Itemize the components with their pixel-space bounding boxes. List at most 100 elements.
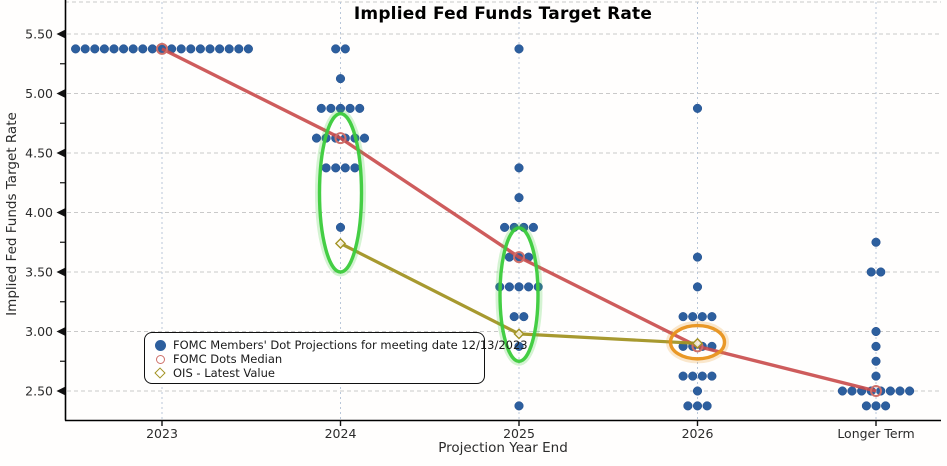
y-tick-label: 3.50 xyxy=(25,265,53,280)
fomc-dot xyxy=(514,282,524,292)
fomc-dot xyxy=(340,44,350,54)
fomc-dot xyxy=(837,386,847,396)
y-tick-arrow xyxy=(56,29,65,39)
fomc-dot xyxy=(321,163,331,173)
fomc-dot-swatch-icon xyxy=(153,339,167,351)
fomc-dot xyxy=(99,44,109,54)
fomc-dot xyxy=(692,252,703,262)
fomc-dot xyxy=(692,282,703,292)
fomc-dot xyxy=(514,341,524,351)
legend: FOMC Members' Dot Projections for meetin… xyxy=(144,332,528,384)
fomc-dot xyxy=(331,163,341,173)
fomc-dot xyxy=(176,44,186,54)
fomc-dot xyxy=(109,44,119,54)
ois-diamond xyxy=(691,337,704,349)
fomc-dot xyxy=(697,312,707,322)
legend-item-ois: OIS - Latest Value xyxy=(153,366,478,380)
fomc-dot xyxy=(871,371,881,381)
fomc-dot xyxy=(311,133,322,143)
y-tick-arrow xyxy=(56,327,65,336)
fomc-dot xyxy=(524,282,534,292)
median-ring xyxy=(334,132,347,145)
fomc-dot xyxy=(500,222,510,232)
legend-label-fomc-dots: FOMC Members' Dot Projections for meetin… xyxy=(173,338,528,352)
y-tick-label: 5.50 xyxy=(25,27,53,42)
fomc-dot xyxy=(514,401,524,411)
fomc-dot xyxy=(335,222,346,232)
legend-label-ois: OIS - Latest Value xyxy=(173,366,275,380)
fomc-dot xyxy=(697,371,707,381)
fomc-dot xyxy=(345,103,355,113)
y-axis-label: Implied Fed Funds Target Rate xyxy=(4,112,20,316)
y-tick-arrow xyxy=(56,89,65,98)
fomc-dot xyxy=(885,386,895,396)
fomc-dot xyxy=(350,163,360,173)
fomc-dot xyxy=(326,103,336,113)
median-ring xyxy=(870,385,882,397)
fomc-dot xyxy=(243,44,253,54)
fomc-dot xyxy=(186,44,196,54)
y-tick-label: 2.50 xyxy=(25,384,53,399)
y-tick-label: 4.50 xyxy=(25,146,53,161)
legend-item-median: FOMC Dots Median xyxy=(153,352,478,366)
y-tick-arrow xyxy=(56,208,65,217)
median-ring-swatch-icon xyxy=(153,354,167,364)
fomc-dot xyxy=(71,44,81,54)
fomc-dot xyxy=(509,312,519,322)
fomc-dot xyxy=(692,386,703,396)
highlight-ellipse xyxy=(498,226,540,363)
fomc-dot xyxy=(871,401,881,411)
fomc-dot xyxy=(688,312,698,322)
fomc-dot xyxy=(678,371,688,381)
fomc-dot xyxy=(707,371,717,381)
fomc-dot xyxy=(316,103,326,113)
fomc-dot xyxy=(692,103,703,113)
y-tick-arrow xyxy=(56,267,65,277)
fomc-dot xyxy=(138,44,148,54)
highlight-ellipse xyxy=(668,323,727,361)
fomc-dot xyxy=(514,193,524,203)
x-tick-label: 2024 xyxy=(325,426,357,441)
legend-label-median: FOMC Dots Median xyxy=(173,352,283,366)
y-tick-label: 3.00 xyxy=(25,324,53,339)
fomc-dot xyxy=(195,44,205,54)
fomc-dot xyxy=(905,386,915,396)
fomc-dot xyxy=(688,371,698,381)
fomc-dot xyxy=(683,401,693,411)
fomc-dot xyxy=(866,267,876,277)
fomc-dot xyxy=(514,163,524,173)
ois-diamond xyxy=(513,328,525,340)
fomc-dot xyxy=(331,44,341,54)
fomc-dot xyxy=(514,44,524,54)
fomc-dot xyxy=(215,44,225,54)
x-tick-label: 2026 xyxy=(682,426,714,441)
fomc-dot xyxy=(871,341,881,351)
fomc-dot xyxy=(234,44,244,54)
y-tick-arrow xyxy=(56,386,65,396)
ois-diamond xyxy=(334,237,347,250)
fomc-dot xyxy=(895,386,905,396)
ois-diamond-swatch-icon xyxy=(153,367,167,379)
fomc-dot xyxy=(504,282,514,292)
median-line xyxy=(161,47,877,393)
fomc-dot xyxy=(692,401,703,411)
x-tick-label: Longer Term xyxy=(837,426,914,441)
fomc-dot xyxy=(355,103,365,113)
highlight-ellipse xyxy=(317,112,364,274)
fomc-dot xyxy=(147,44,157,54)
fomc-dot xyxy=(90,44,100,54)
fomc-dot xyxy=(871,237,881,247)
fomc-dot xyxy=(847,386,857,396)
fomc-dot xyxy=(335,74,346,84)
fomc-dot xyxy=(80,44,90,54)
fomc-dot xyxy=(224,44,234,54)
fomc-dot xyxy=(702,401,712,411)
fomc-dot xyxy=(707,312,717,322)
fomc-dot xyxy=(881,401,891,411)
fomc-dot xyxy=(128,44,138,54)
chart-title: Implied Fed Funds Target Rate xyxy=(353,4,653,24)
fomc-dot xyxy=(861,401,871,411)
fomc-dot xyxy=(119,44,129,54)
